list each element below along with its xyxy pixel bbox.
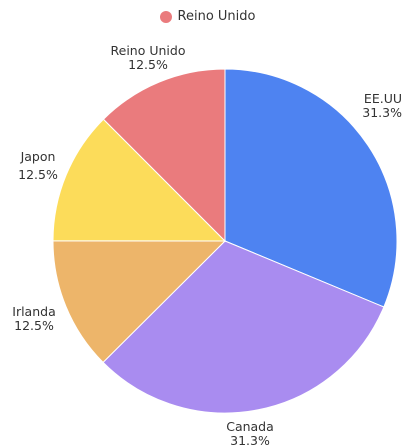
slice-name-irlanda: Irlanda: [12, 304, 56, 319]
pie-slice-irlanda[interactable]: [52, 240, 227, 364]
slice-name-canada: Canada: [226, 419, 274, 434]
slice-value-japon: 12.5%: [18, 167, 58, 182]
slice-label-eeuu: EE.UU 31.3%: [362, 92, 402, 120]
slice-label-japon: Japon 12.5%: [18, 150, 58, 182]
slice-value-eeuu: 31.3%: [362, 105, 402, 120]
slice-label-irlanda: Irlanda 12.5%: [12, 305, 55, 333]
slice-value-irlanda: 12.5%: [14, 318, 54, 333]
slice-label-canada: Canada 31.3%: [226, 420, 274, 448]
slice-name-reino-unido: Reino Unido: [110, 43, 186, 58]
pie-slice-ee-uu[interactable]: [224, 68, 398, 308]
pie-slices: [52, 68, 398, 414]
slice-value-reino-unido: 12.5%: [128, 57, 168, 72]
slice-name-japon: Japon: [20, 149, 56, 164]
pie-slice-canada[interactable]: [102, 240, 385, 414]
pie-slice-reino-unido[interactable]: [102, 68, 226, 243]
slice-value-canada: 31.3%: [230, 433, 270, 448]
slice-name-eeuu: EE.UU: [363, 91, 402, 106]
legend-label-reino-unido[interactable]: Reino Unido: [177, 9, 256, 24]
pie-slice-japon[interactable]: [52, 118, 227, 242]
slice-label-reino-unido: Reino Unido 12.5%: [111, 44, 186, 72]
legend-swatch-reino-unido[interactable]: [159, 10, 172, 23]
chart-legend: Reino Unido: [0, 9, 415, 24]
